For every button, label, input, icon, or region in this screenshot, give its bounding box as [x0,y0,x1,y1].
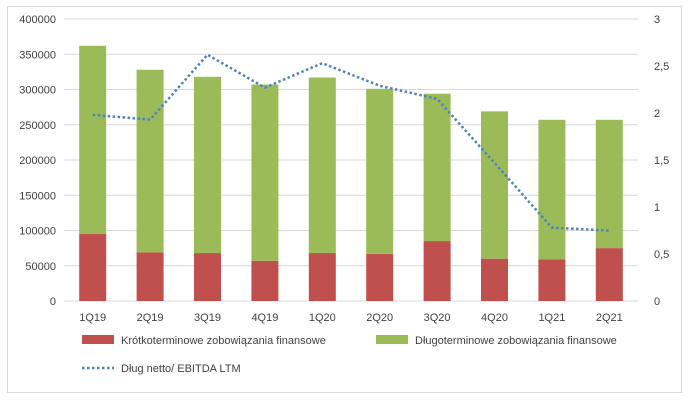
bar-short-term [79,234,107,301]
bar-long-term [595,119,623,249]
bar-short-term [423,241,451,301]
bar-short-term [308,253,336,301]
y-left-tick-label: 400000 [19,14,56,26]
bar-long-term [423,93,451,242]
ratio-line [92,53,610,232]
x-tick-label: 4Q19 [251,312,278,324]
y-left-tick-label: 300000 [19,85,56,97]
bar-short-term [538,259,566,301]
bar-short-term [251,260,279,301]
x-tick-label: 3Q20 [424,312,451,324]
bar-short-term [136,252,164,301]
x-tick-label: 4Q20 [481,312,508,324]
y-left-tick-label: 150000 [19,190,56,202]
bar-short-term [366,253,394,301]
legend-swatch-long-term [376,335,408,344]
y-right-tick-label: 0 [654,296,660,308]
bar-long-term [481,111,508,259]
x-tick-label: 1Q20 [309,312,336,324]
bar-short-term [194,253,221,301]
y-left-tick-label: 200000 [19,155,56,167]
bars [79,45,623,301]
x-tick-label: 3Q19 [194,312,221,324]
ratio-line-path [92,53,610,232]
bar-long-term [136,69,164,253]
bar-short-term [595,248,623,301]
y-left-tick-label: 0 [50,296,56,308]
y-right-tick-label: 1,5 [654,155,669,167]
bar-long-term [251,84,279,261]
y-right-tick-label: 2,5 [654,61,669,73]
x-tick-label: 1Q19 [79,312,106,324]
chart-frame [7,6,682,393]
legend-label-short-term: Krótkoterminowe zobowiązania finansowe [121,335,326,347]
y-right-tick-label: 1 [654,202,660,214]
y-left-tick-label: 100000 [19,226,56,238]
y-left-tick-label: 350000 [19,49,56,61]
y-right-tick-label: 0,5 [654,249,669,261]
x-tick-label: 1Q21 [538,312,565,324]
y-left-tick-label: 250000 [19,120,56,132]
bar-long-term [366,88,394,254]
y-left-tick-label: 50000 [25,261,56,273]
bar-long-term [538,119,566,260]
y-right-tick-label: 2 [654,108,660,120]
y-axis-left: 0 50000 100000 150000 200000 250000 300000 3500… [19,14,56,308]
legend-label-long-term: Długoterminowe zobowiązania finansowe [415,335,617,347]
legend-label-ratio: Dług netto/ EBITDA LTM [121,363,241,375]
bar-long-term [308,77,336,254]
bar-short-term [481,258,508,301]
legend-swatch-short-term [82,335,114,344]
x-tick-label: 2Q19 [137,312,164,324]
bar-long-term [194,76,221,254]
y-axis-right: 0 0,5 1 1,5 2 2,5 3 [654,14,669,308]
x-tick-label: 2Q21 [596,312,623,324]
bar-long-term [79,45,107,235]
legend: Krótkoterminowe zobowiązania finansowe D… [82,335,617,375]
x-tick-label: 2Q20 [366,312,393,324]
x-axis: 1Q19 2Q19 3Q19 4Q19 1Q20 2Q20 3Q20 4Q20 1Q21 2Q21 [79,312,623,324]
y-right-tick-label: 3 [654,14,660,26]
